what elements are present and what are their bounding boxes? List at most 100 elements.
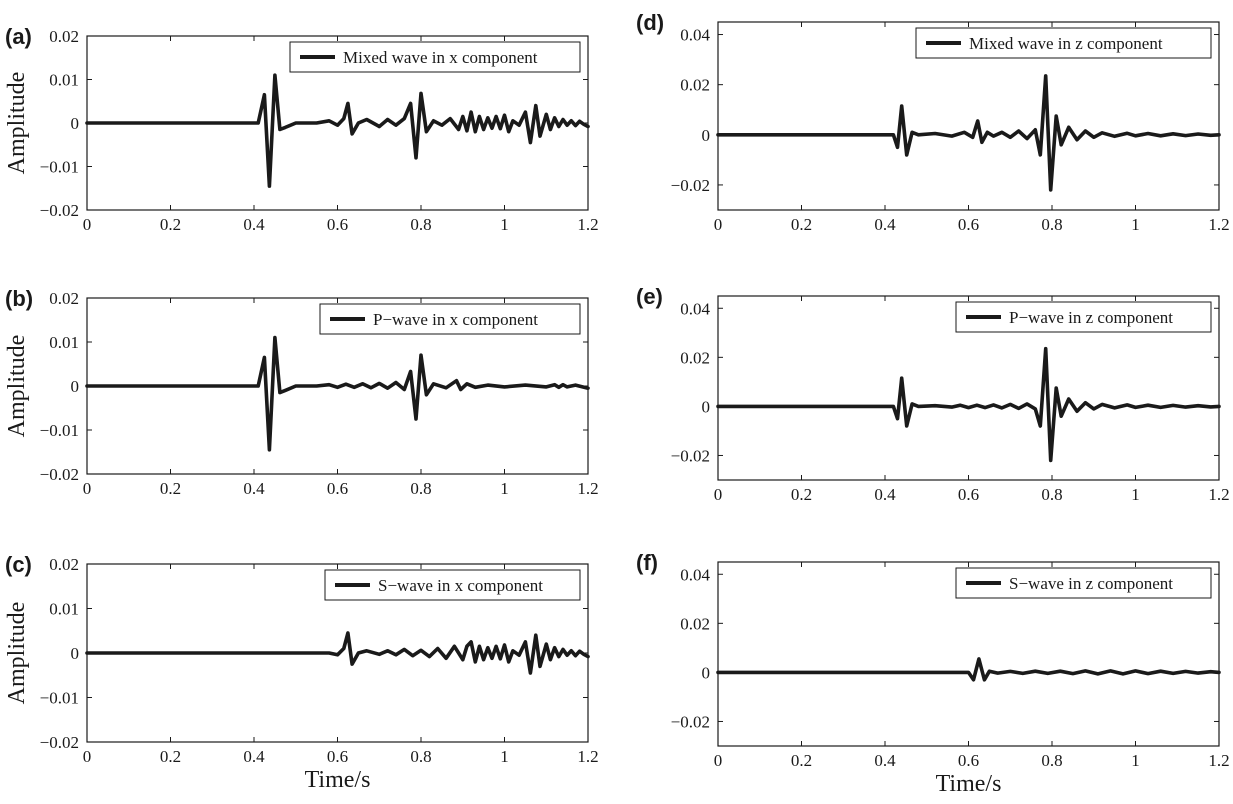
x-tick-label: 0.4 bbox=[243, 479, 265, 498]
panel-label: (c) bbox=[5, 552, 32, 577]
x-tick-label: 0.8 bbox=[410, 215, 431, 234]
x-tick-label: 0.4 bbox=[874, 215, 896, 234]
x-tick-label: 1 bbox=[500, 747, 509, 766]
y-tick-label: 0.02 bbox=[49, 27, 79, 46]
series-line bbox=[716, 346, 1221, 463]
y-axis-label: Amplitude bbox=[4, 335, 30, 438]
x-tick-label: 0.8 bbox=[1041, 751, 1062, 770]
y-tick-label: 0 bbox=[702, 663, 711, 682]
legend-label: S−wave in z component bbox=[1009, 574, 1173, 593]
y-tick-label: −0.02 bbox=[671, 176, 710, 195]
x-tick-label: 0 bbox=[83, 215, 92, 234]
legend-label: Mixed wave in z component bbox=[969, 34, 1163, 53]
x-tick-label: 0.2 bbox=[160, 747, 181, 766]
x-tick-label: 0.6 bbox=[958, 751, 979, 770]
x-tick-label: 0 bbox=[714, 485, 723, 504]
y-tick-label: −0.01 bbox=[40, 158, 79, 177]
legend-label: Mixed wave in x component bbox=[343, 48, 538, 67]
y-tick-label: 0.02 bbox=[680, 614, 710, 633]
legend-box bbox=[289, 41, 581, 73]
y-tick-label: −0.02 bbox=[40, 733, 79, 752]
x-axis-label: Time/s bbox=[305, 767, 371, 793]
x-tick-label: 0.8 bbox=[1041, 215, 1062, 234]
x-tick-label: 0 bbox=[714, 215, 723, 234]
x-tick-label: 0.6 bbox=[327, 479, 348, 498]
panel-c: 0 0.2 0.4 0.6 0.8 1 1.2 0.02 0.01 0 −0.01 −0.02 S−wa… bbox=[4, 552, 599, 793]
x-tick-label: 1 bbox=[1131, 751, 1140, 770]
y-tick-label: 0.01 bbox=[49, 600, 79, 619]
series-line bbox=[85, 335, 590, 452]
panel-a: 0 0.2 0.4 0.6 0.8 1 1.2 0.02 0.01 0 −0.01 −0.02 Mixe… bbox=[4, 24, 599, 234]
x-tick-label: 0.2 bbox=[791, 215, 812, 234]
panel-b: 0 0.2 0.4 0.6 0.8 1 1.2 0.02 0.01 0 −0.01 −0.02 P−wa… bbox=[4, 286, 599, 498]
x-tick-label: 0.4 bbox=[243, 747, 265, 766]
y-tick-label: −0.02 bbox=[671, 712, 710, 731]
x-tick-label: 0.8 bbox=[1041, 485, 1062, 504]
series-line bbox=[716, 657, 1221, 682]
series-line bbox=[85, 73, 590, 188]
y-tick-label: 0.04 bbox=[680, 565, 710, 584]
x-tick-label: 1 bbox=[500, 479, 509, 498]
y-tick-label: −0.01 bbox=[40, 689, 79, 708]
y-tick-label: 0.02 bbox=[680, 348, 710, 367]
x-tick-label: 0 bbox=[83, 479, 92, 498]
x-tick-label: 1.2 bbox=[1208, 485, 1229, 504]
legend-label: P−wave in z component bbox=[1009, 308, 1173, 327]
y-tick-label: 0.01 bbox=[49, 333, 79, 352]
panel-label: (e) bbox=[636, 284, 663, 309]
x-tick-label: 1.2 bbox=[1208, 215, 1229, 234]
y-tick-label: −0.02 bbox=[40, 201, 79, 220]
x-tick-label: 0 bbox=[714, 751, 723, 770]
y-axis-label: Amplitude bbox=[4, 602, 30, 705]
panel-label: (a) bbox=[5, 24, 32, 49]
x-tick-label: 0.2 bbox=[160, 479, 181, 498]
x-tick-label: 1 bbox=[1131, 485, 1140, 504]
y-tick-label: 0.02 bbox=[49, 289, 79, 308]
y-tick-label: 0.04 bbox=[680, 299, 710, 318]
x-tick-label: 1 bbox=[500, 215, 509, 234]
x-tick-label: 0.6 bbox=[958, 485, 979, 504]
panel-e: 0 0.2 0.4 0.6 0.8 1 1.2 0.04 0.02 0 −0.02 P−wave in… bbox=[636, 284, 1230, 504]
x-tick-label: 1.2 bbox=[577, 747, 598, 766]
y-tick-label: 0 bbox=[71, 644, 80, 663]
x-tick-label: 1.2 bbox=[577, 479, 598, 498]
y-tick-label: 0 bbox=[702, 126, 711, 145]
y-axis-label: Amplitude bbox=[4, 72, 30, 175]
x-tick-label: 1.2 bbox=[577, 215, 598, 234]
x-axis-label: Time/s bbox=[936, 771, 1002, 797]
x-tick-label: 1 bbox=[1131, 215, 1140, 234]
panel-label: (f) bbox=[636, 550, 658, 575]
x-tick-label: 1.2 bbox=[1208, 751, 1229, 770]
y-tick-label: 0 bbox=[71, 377, 80, 396]
x-tick-label: 0.6 bbox=[327, 215, 348, 234]
y-tick-label: −0.01 bbox=[40, 421, 79, 440]
x-tick-label: 0.2 bbox=[791, 485, 812, 504]
y-tick-label: 0 bbox=[702, 397, 711, 416]
y-tick-label: 0.02 bbox=[680, 76, 710, 95]
legend-box bbox=[915, 27, 1212, 59]
series-line bbox=[716, 74, 1221, 192]
x-tick-label: 0.6 bbox=[327, 747, 348, 766]
y-tick-label: 0.02 bbox=[49, 555, 79, 574]
x-tick-label: 0.4 bbox=[874, 751, 896, 770]
x-tick-label: 0.8 bbox=[410, 747, 431, 766]
x-tick-label: 0 bbox=[83, 747, 92, 766]
x-tick-label: 0.4 bbox=[874, 485, 896, 504]
panel-d: 0 0.2 0.4 0.6 0.8 1 1.2 0.04 0.02 0 −0.02 Mixed wav… bbox=[636, 10, 1230, 234]
y-tick-label: 0 bbox=[71, 114, 80, 133]
panel-f: 0 0.2 0.4 0.6 0.8 1 1.2 0.04 0.02 0 −0.02 S−wave in… bbox=[636, 550, 1230, 797]
legend-label: P−wave in x component bbox=[373, 310, 538, 329]
x-tick-label: 0.4 bbox=[243, 215, 265, 234]
y-tick-label: −0.02 bbox=[40, 465, 79, 484]
x-tick-label: 0.6 bbox=[958, 215, 979, 234]
y-tick-label: 0.04 bbox=[680, 26, 710, 45]
y-tick-label: −0.02 bbox=[671, 446, 710, 465]
series-line bbox=[85, 631, 590, 675]
x-tick-label: 0.2 bbox=[160, 215, 181, 234]
x-tick-label: 0.2 bbox=[791, 751, 812, 770]
legend-label: S−wave in x component bbox=[378, 576, 543, 595]
x-tick-label: 0.8 bbox=[410, 479, 431, 498]
panel-label: (d) bbox=[636, 10, 664, 35]
panel-label: (b) bbox=[5, 286, 33, 311]
